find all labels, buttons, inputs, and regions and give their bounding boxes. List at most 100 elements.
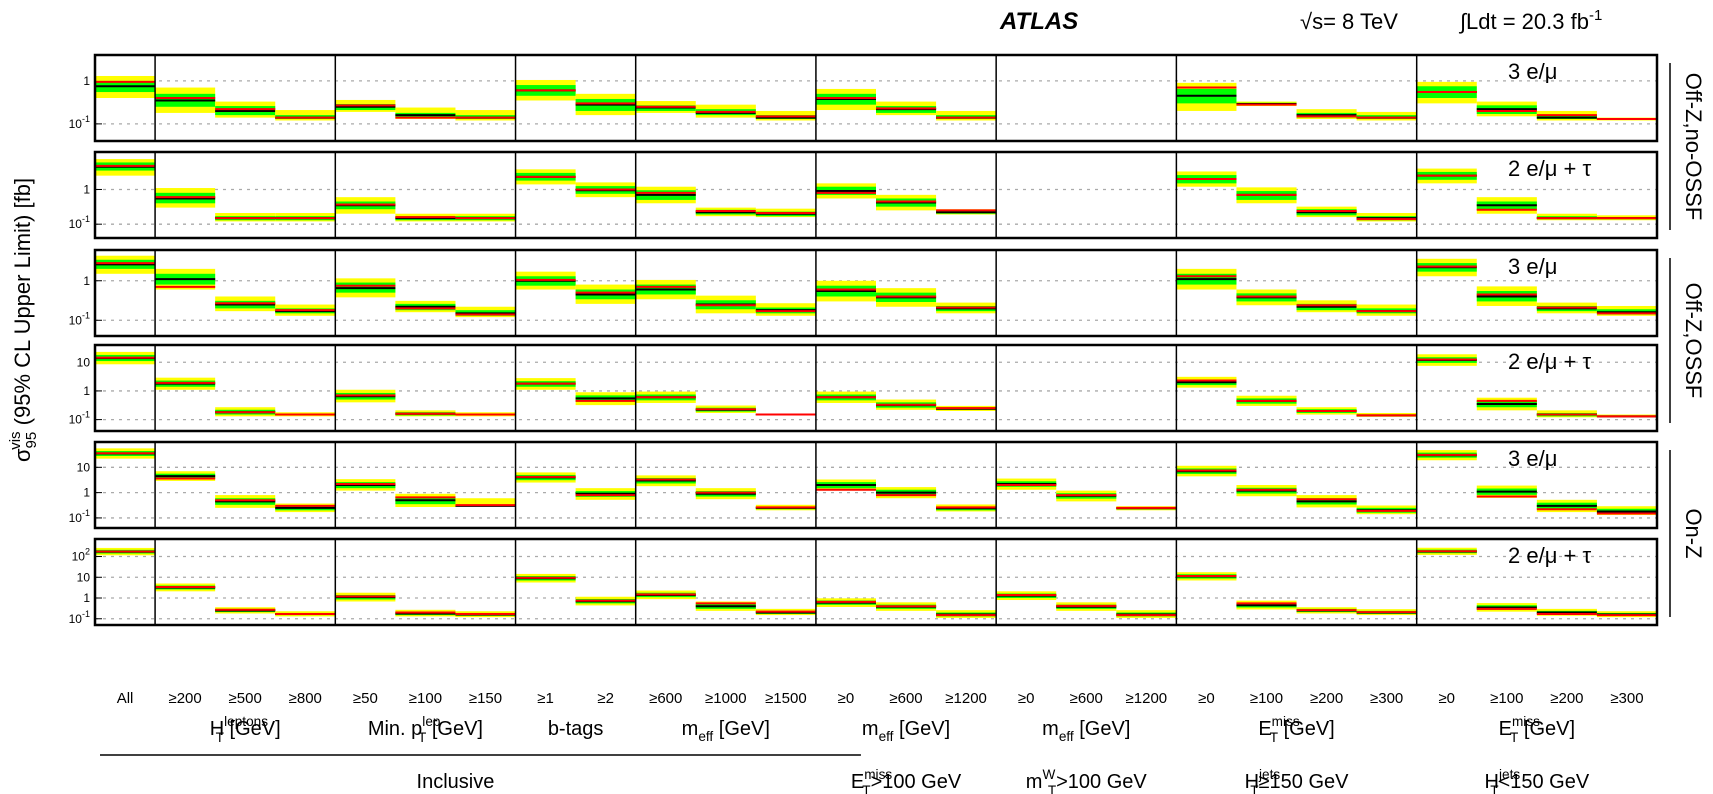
y-tick-label: 1 <box>83 182 90 196</box>
limit-bin <box>695 104 756 118</box>
limit-bin <box>1356 609 1417 616</box>
limit-bin <box>695 488 756 500</box>
label-base: E <box>851 771 864 793</box>
y-tick-base: 1 <box>83 274 90 288</box>
x-group-label: Hleptons T [GeV] <box>210 714 281 745</box>
limit-bin <box>635 475 696 487</box>
side-label: Off-Z,OSSF <box>1681 283 1706 399</box>
label-base: E <box>1258 718 1271 740</box>
y-tick-label: 10-1 <box>69 214 90 231</box>
x-category-label: Emiss T>100 GeV <box>851 767 962 794</box>
limit-bin <box>335 389 396 403</box>
x-category-label: Hjets T<150 GeV <box>1485 767 1590 794</box>
x-axis: All ≥200 ≥500 ≥800 ≥50 ≥100 ≥150 ≥1 ≥2 ≥600 ≥1000 ≥… <box>100 690 1644 794</box>
limit-bin <box>1356 212 1417 222</box>
limit-bin <box>695 405 756 413</box>
limit-bin <box>635 101 696 113</box>
limit-bin <box>815 479 876 491</box>
panel-frame <box>93 248 1659 338</box>
x-bin-label: ≥500 <box>229 690 262 707</box>
limit-bin <box>635 391 696 403</box>
limit-bin <box>515 472 576 483</box>
panel-frame <box>93 150 1659 240</box>
label-suffix: [GeV] <box>713 718 770 740</box>
label-suffix: >100 GeV <box>1056 771 1147 793</box>
limit-bin <box>1236 600 1297 610</box>
limit-bin <box>876 399 937 410</box>
limit-bin <box>575 284 636 304</box>
side-label: Off-Z,no-OSSF <box>1681 73 1706 221</box>
y-axis-title: σ95vis (95% CL Upper Limit) [fb] <box>7 178 40 462</box>
limit-bin <box>335 479 396 491</box>
x-bin-label: ≥100 <box>409 690 442 707</box>
label-suffix: [GeV] <box>893 718 950 740</box>
label-suffix: [GeV] <box>426 718 483 740</box>
panel-frame <box>93 537 1659 627</box>
y-tick-exponent: -1 <box>82 114 90 124</box>
limit-bin <box>215 607 276 614</box>
x-bin-label: ≥0 <box>1438 690 1455 707</box>
panel-frame <box>93 343 1659 433</box>
x-bin-label: ≥1500 <box>765 690 807 707</box>
limit-bin <box>1176 376 1237 388</box>
x-bin-label: All <box>117 690 134 707</box>
limit-bin <box>876 101 937 116</box>
y-axis-suffix: (95% CL Upper Limit) [fb] <box>10 178 35 432</box>
y-tick-base: 10 <box>77 355 91 369</box>
x-bin-label: ≥200 <box>1550 690 1583 707</box>
limit-bin <box>1296 300 1357 313</box>
label-suffix: ≥150 GeV <box>1259 771 1350 793</box>
label-subscript: eff <box>879 729 894 744</box>
limit-bin <box>1536 110 1597 121</box>
y-tick-label: 10 <box>77 355 91 369</box>
limit-bin <box>155 583 216 592</box>
limit-bin <box>1176 572 1237 581</box>
limit-bin <box>515 271 576 290</box>
limit-bin <box>755 208 816 218</box>
label-suffix: [GeV] <box>1518 718 1575 740</box>
limit-bin <box>155 377 216 390</box>
limit-bin <box>1356 111 1417 121</box>
label-superscript: miss <box>1272 714 1300 729</box>
panel-frame <box>93 440 1659 530</box>
label-base: m <box>682 718 699 740</box>
limit-bin <box>815 391 876 403</box>
label-subscript: T <box>216 730 224 745</box>
limit-bin <box>1596 414 1657 418</box>
limit-bin <box>395 107 456 119</box>
label-suffix: >100 GeV <box>871 771 962 793</box>
label-superscript: leptons <box>224 714 268 729</box>
limit-bin <box>95 448 156 459</box>
limit-bin <box>1236 289 1297 306</box>
limit-bin <box>1236 395 1297 406</box>
limit-bin <box>395 213 456 222</box>
x-bin-label: ≥100 <box>1250 690 1283 707</box>
x-bin-label: ≥50 <box>353 690 378 707</box>
x-bin-label: ≥800 <box>289 690 322 707</box>
panel-row: 1 10-1 3 e/μ <box>69 53 1659 143</box>
label-subscript: T <box>1250 783 1258 794</box>
luminosity-label: ∫Ldt = 20.3 fb-1 <box>1458 7 1602 34</box>
x-bin-label: ≥600 <box>649 690 682 707</box>
limit-bin <box>755 504 816 511</box>
label-subscript: eff <box>1059 729 1074 744</box>
limit-bin <box>936 610 997 618</box>
energy-label: √s= 8 TeV <box>1300 9 1398 34</box>
limit-bin <box>1596 117 1657 121</box>
y-tick-base: 1 <box>83 182 90 196</box>
x-bin-label: ≥150 <box>469 690 502 707</box>
y-tick-label: 10-1 <box>69 310 90 327</box>
y-tick-label: 1 <box>83 384 90 398</box>
label-suffix: [GeV] <box>224 718 281 740</box>
x-group-label: Emiss T [GeV] <box>1499 714 1575 745</box>
label-superscript: lep <box>422 714 440 729</box>
x-bin-label: ≥0 <box>1018 690 1035 707</box>
limit-bin <box>1116 610 1177 618</box>
limit-bin <box>936 504 997 512</box>
limit-bin <box>275 611 336 617</box>
label-subscript: T <box>862 783 870 794</box>
limit-bin <box>755 608 816 616</box>
